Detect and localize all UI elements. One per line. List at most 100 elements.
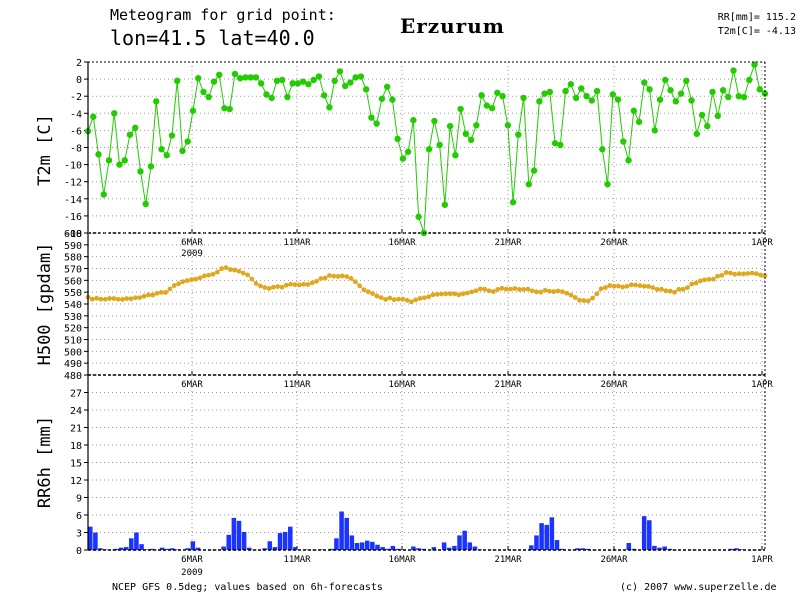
- h500-point: [120, 296, 125, 302]
- rr6h-bar: [364, 540, 370, 550]
- h500-point: [253, 281, 259, 286]
- chart-title: Erzurum: [400, 14, 505, 38]
- h500-point: [227, 267, 233, 272]
- h500-point: [180, 279, 186, 285]
- h500-point: [538, 289, 544, 295]
- h500-xtick-label: 16MAR: [388, 380, 416, 390]
- t2m-xtick-label: 1APR: [751, 238, 773, 248]
- h500-point: [357, 283, 363, 289]
- rr6h-bar: [734, 548, 739, 550]
- rr6h-bar: [416, 548, 421, 550]
- h500-point: [516, 287, 522, 292]
- t2m-point: [121, 157, 128, 164]
- t2m-point: [394, 135, 401, 143]
- t2m-point: [499, 93, 506, 100]
- h500-point: [650, 285, 656, 291]
- t2m-point: [179, 147, 186, 155]
- t2m-ytick-label: -10: [64, 161, 82, 172]
- h500-point: [387, 295, 393, 301]
- rr6h-bar: [175, 549, 180, 550]
- t2m-point: [252, 74, 260, 81]
- rr6h-bar: [585, 548, 591, 550]
- rr6h-bar: [385, 548, 390, 550]
- h500-point: [473, 288, 479, 294]
- rr6h-bar: [657, 547, 662, 550]
- t2m-point: [509, 199, 517, 206]
- rr6h-bar: [185, 548, 190, 550]
- t2m-point: [630, 107, 637, 114]
- h500-point: [271, 284, 276, 290]
- h500-point: [115, 296, 121, 302]
- t2m-point: [105, 157, 113, 164]
- t2m-point: [147, 163, 155, 170]
- t2m-point: [216, 71, 223, 79]
- h500-point: [214, 269, 220, 275]
- rr6h-bar: [390, 545, 396, 550]
- h500-point: [262, 285, 268, 290]
- h500-ytick-label: 510: [64, 336, 82, 347]
- rr6h-bar: [236, 520, 242, 550]
- rr6h-bar: [462, 530, 467, 550]
- rr6h-bar: [149, 548, 155, 550]
- h500-point: [327, 273, 332, 278]
- t2m-point: [195, 75, 202, 82]
- h500-point: [279, 284, 285, 290]
- h500-point: [628, 282, 634, 288]
- t2m-point: [572, 94, 580, 102]
- rr6h-ytick-label: 27: [70, 389, 82, 400]
- t2m-ytick-label: -2: [70, 92, 82, 103]
- h500-point: [624, 283, 630, 289]
- h500-point: [715, 273, 720, 279]
- t2m-point: [683, 77, 690, 85]
- h500-xtick-label: 11MAR: [283, 380, 311, 390]
- t2m-point: [578, 85, 585, 92]
- t2m-point: [158, 146, 165, 153]
- h500-point: [98, 296, 104, 302]
- rr6h-bar: [559, 548, 565, 550]
- rr6h-bar: [139, 544, 144, 550]
- h500-point: [452, 291, 457, 297]
- t2m-point: [378, 95, 386, 102]
- t2m-point: [383, 83, 391, 90]
- t2m-point: [693, 130, 700, 138]
- h500-point: [486, 288, 492, 294]
- h500-point: [124, 296, 130, 301]
- t2m-point: [735, 93, 742, 100]
- t2m-point: [483, 102, 491, 109]
- h500-point: [404, 297, 410, 303]
- h500-point: [163, 290, 169, 295]
- t2m-point: [153, 98, 160, 105]
- h500-point: [551, 289, 557, 294]
- h500-point: [219, 266, 225, 272]
- rr6h-bar: [221, 546, 226, 550]
- rr6h-bar: [339, 511, 344, 550]
- t2m-point: [326, 104, 333, 111]
- rr6h-bar: [170, 548, 175, 550]
- rr6h-bar: [441, 542, 447, 550]
- h500-point: [400, 296, 406, 302]
- t2m-point: [431, 117, 438, 125]
- rr6h-bar: [354, 543, 360, 550]
- t2m-point: [95, 151, 102, 158]
- t2m-point: [404, 148, 412, 155]
- t2m-point: [583, 93, 590, 100]
- h500-point: [753, 271, 759, 277]
- t2m-point: [132, 124, 139, 132]
- h500-point: [478, 286, 483, 292]
- h500-point: [702, 277, 708, 283]
- h500-point: [417, 296, 423, 301]
- rr6h-bar: [262, 548, 267, 550]
- t2m-ytick-label: 2: [76, 58, 82, 69]
- t2m-point: [562, 87, 569, 95]
- h500-point: [447, 291, 453, 297]
- t2m-point: [761, 90, 769, 97]
- h500-point: [331, 273, 337, 279]
- h500-point: [396, 296, 401, 302]
- h500-point: [460, 291, 466, 297]
- stat-t2m-mean: T2m[C]= -4.13: [717, 26, 796, 37]
- h500-point: [585, 298, 591, 304]
- h500-point: [732, 271, 738, 277]
- t2m-point: [725, 93, 732, 101]
- t2m-point: [557, 141, 564, 149]
- rr6h-ytick-label: 15: [70, 459, 82, 470]
